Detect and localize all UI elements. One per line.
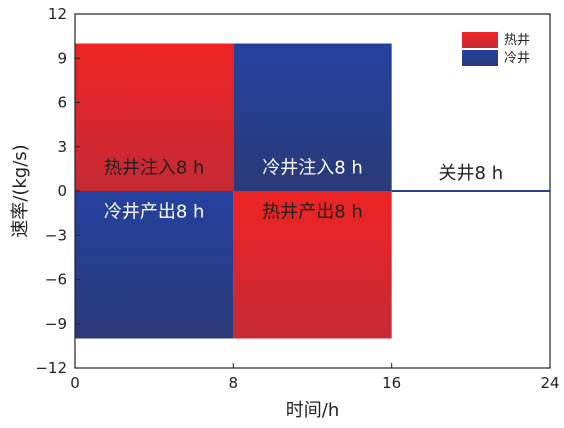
legend-swatch-cold-well	[462, 50, 498, 66]
y-tick-label: 9	[57, 49, 67, 67]
y-tick-label: 0	[57, 182, 67, 200]
annotations: 热井注入8 h 冷井产出8 h 冷井注入8 h 热井产出8 h 关井8 h	[104, 157, 503, 222]
y-axis-title: 速率/(kg/s)	[10, 144, 31, 237]
x-axis-title: 时间/h	[286, 400, 339, 421]
bar-hot-well-1	[233, 191, 392, 339]
annotation-label: 热井注入8 h	[104, 157, 205, 178]
x-tick-label: 8	[229, 374, 239, 392]
annotation-label: 冷井产出8 h	[104, 202, 205, 223]
y-tick-label: 6	[57, 94, 67, 112]
legend-swatch-hot-well	[462, 32, 498, 48]
y-tick-label: −12	[35, 359, 67, 377]
bar-cold-well-0	[75, 191, 234, 339]
x-tick-label: 24	[540, 374, 559, 392]
x-tick-label: 16	[382, 374, 401, 392]
annotation-label: 冷井注入8 h	[262, 157, 363, 178]
bar-cold-well-1	[233, 43, 392, 191]
y-tick-label: −6	[45, 271, 67, 289]
plot-area	[75, 43, 550, 339]
y-tick-label: 3	[57, 138, 67, 156]
y-tick-label: 12	[48, 5, 67, 23]
y-tick-label: −3	[45, 226, 67, 244]
legend-label-cold-well: 冷井	[504, 51, 530, 66]
bar-hot-well-0	[75, 43, 234, 191]
y-tick-label: −9	[45, 315, 67, 333]
x-tick-label: 0	[70, 374, 80, 392]
annotation-label: 关井8 h	[439, 163, 504, 184]
axes: 0 8 16 24 12 9 6 3 0 −3 −6 −9 −12 时间/h 速率/(kg/s)	[10, 5, 560, 421]
legend-label-hot-well: 热井	[504, 33, 530, 48]
annotation-label: 热井产出8 h	[262, 202, 363, 223]
